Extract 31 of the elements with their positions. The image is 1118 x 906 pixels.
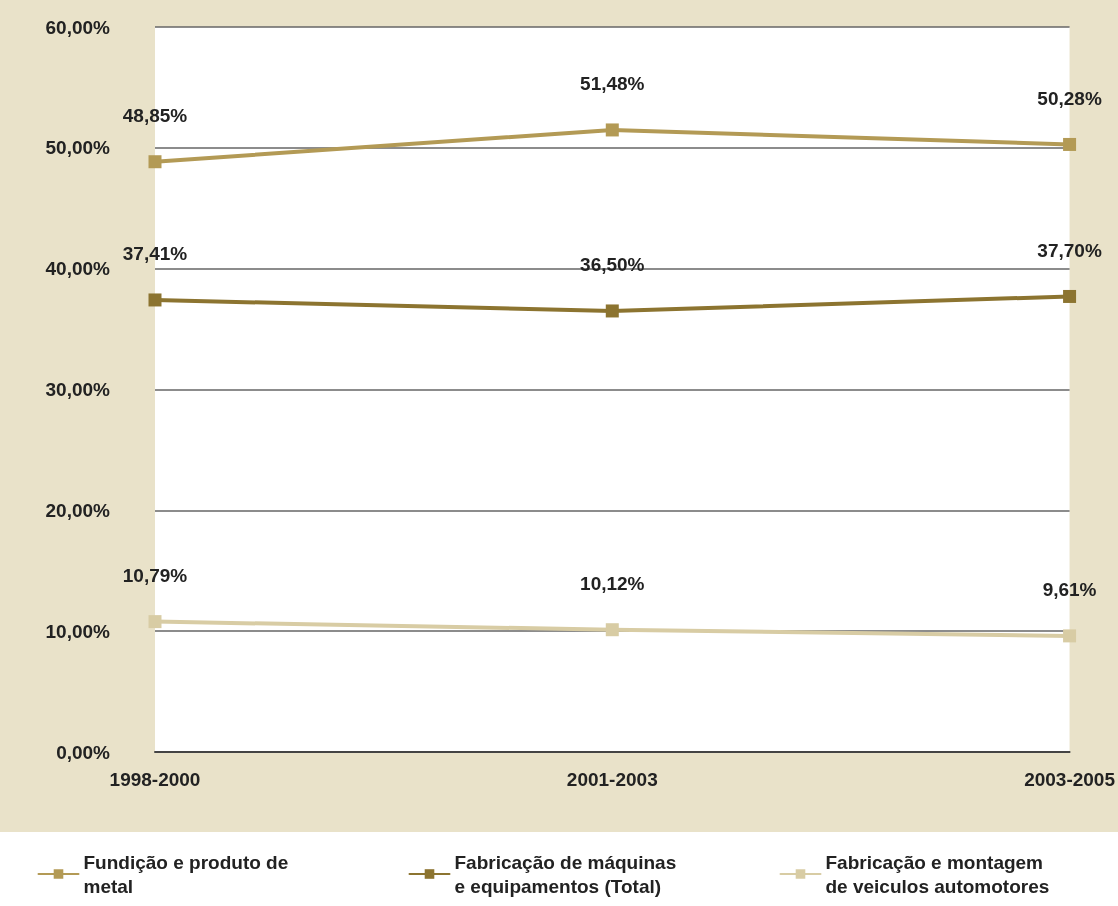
point	[1063, 137, 1077, 151]
data-label: 51,48%	[580, 73, 645, 95]
data-label: 37,70%	[1037, 239, 1102, 261]
x-tick-label: 1998-2000	[109, 769, 201, 790]
point	[148, 293, 162, 307]
legend-label: Fabricação e montagem de veiculos automotores	[825, 851, 1050, 897]
data-label: 10,79%	[122, 565, 188, 587]
data-label: 36,50%	[580, 254, 645, 276]
point	[148, 615, 162, 629]
y-tick-label: 50,00%	[45, 137, 111, 159]
x-tick-label: 2001-2003	[566, 769, 658, 790]
legend-label: Fundição e produto de metal	[83, 851, 294, 897]
data-label: 10,12%	[580, 573, 645, 595]
data-label: 9,61%	[1042, 579, 1097, 601]
y-tick-label: 10,00%	[45, 620, 111, 642]
point	[1063, 289, 1077, 303]
x-tick-label: 2003-2005	[1024, 769, 1116, 790]
point	[1063, 629, 1077, 643]
point	[605, 123, 619, 137]
legend-label: Fabricação de máquinas e equipamentos (Total)	[454, 851, 682, 897]
point	[605, 623, 619, 637]
point	[605, 304, 619, 318]
data-label: 48,85%	[122, 105, 188, 127]
y-tick-label: 60,00%	[45, 16, 111, 38]
y-tick-label: 40,00%	[45, 258, 111, 280]
y-tick-label: 20,00%	[45, 499, 111, 521]
y-tick-label: 0,00%	[56, 741, 111, 763]
data-label: 50,28%	[1037, 87, 1102, 109]
data-label: 37,41%	[122, 243, 188, 265]
y-tick-label: 30,00%	[45, 379, 111, 400]
point	[148, 155, 162, 169]
